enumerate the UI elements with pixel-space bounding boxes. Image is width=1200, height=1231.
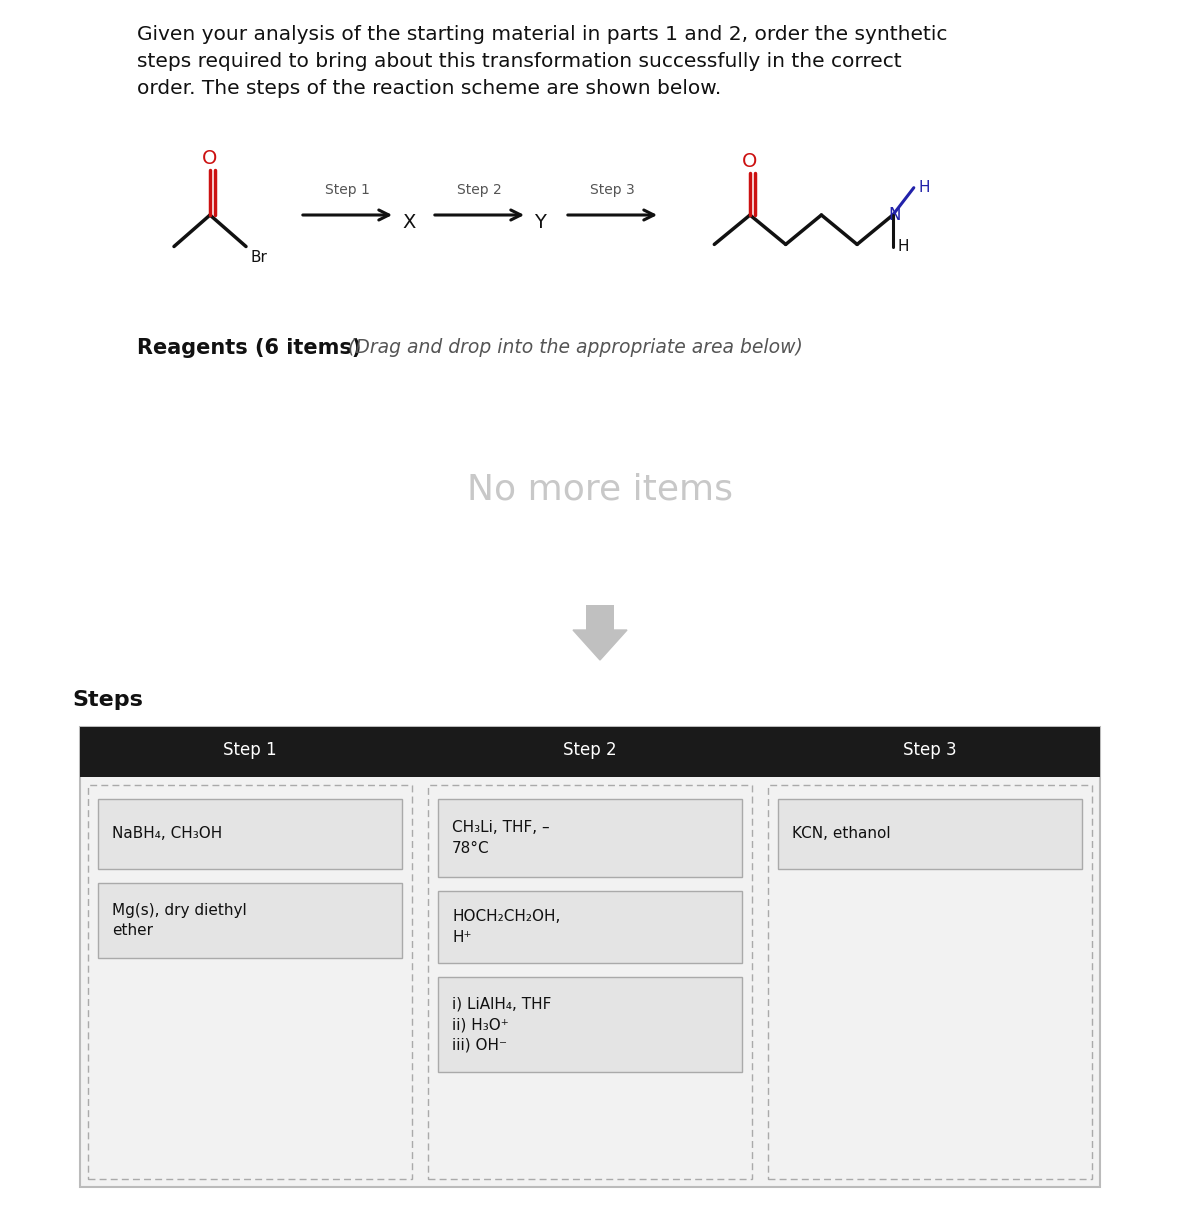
FancyBboxPatch shape <box>80 728 420 777</box>
Text: Given your analysis of the starting material in parts 1 and 2, order the synthet: Given your analysis of the starting mate… <box>137 25 947 98</box>
Text: O: O <box>203 149 217 167</box>
Text: Step 1: Step 1 <box>223 741 277 760</box>
FancyBboxPatch shape <box>586 604 614 630</box>
FancyBboxPatch shape <box>98 883 402 958</box>
Text: Y: Y <box>534 213 546 231</box>
Text: Step 2: Step 2 <box>457 183 502 197</box>
FancyBboxPatch shape <box>438 891 742 963</box>
Text: Reagents (6 items): Reagents (6 items) <box>137 339 361 358</box>
Text: Steps: Steps <box>72 691 143 710</box>
FancyBboxPatch shape <box>80 728 1100 1187</box>
Text: Step 3: Step 3 <box>590 183 635 197</box>
Text: H: H <box>898 239 910 254</box>
Text: No more items: No more items <box>467 473 733 507</box>
Text: Step 3: Step 3 <box>904 741 956 760</box>
Text: O: O <box>743 151 757 171</box>
FancyBboxPatch shape <box>420 728 760 777</box>
FancyBboxPatch shape <box>760 728 1100 777</box>
Text: Step 1: Step 1 <box>325 183 370 197</box>
Text: Br: Br <box>250 250 266 266</box>
Text: CH₃Li, THF, –
78°C: CH₃Li, THF, – 78°C <box>452 820 550 856</box>
Text: (Drag and drop into the appropriate area below): (Drag and drop into the appropriate area… <box>342 339 803 357</box>
FancyBboxPatch shape <box>438 977 742 1072</box>
Polygon shape <box>574 630 628 660</box>
Text: H: H <box>919 180 930 196</box>
Text: N: N <box>888 206 901 224</box>
FancyBboxPatch shape <box>778 799 1082 869</box>
Text: Step 2: Step 2 <box>563 741 617 760</box>
Text: X: X <box>402 213 415 231</box>
FancyBboxPatch shape <box>98 799 402 869</box>
Text: NaBH₄, CH₃OH: NaBH₄, CH₃OH <box>112 826 222 842</box>
Text: Mg(s), dry diethyl
ether: Mg(s), dry diethyl ether <box>112 902 247 938</box>
Text: KCN, ethanol: KCN, ethanol <box>792 826 890 842</box>
FancyBboxPatch shape <box>438 799 742 876</box>
Text: HOCH₂CH₂OH,
H⁺: HOCH₂CH₂OH, H⁺ <box>452 910 560 944</box>
Text: i) LiAlH₄, THF
ii) H₃O⁺
iii) OH⁻: i) LiAlH₄, THF ii) H₃O⁺ iii) OH⁻ <box>452 997 551 1053</box>
